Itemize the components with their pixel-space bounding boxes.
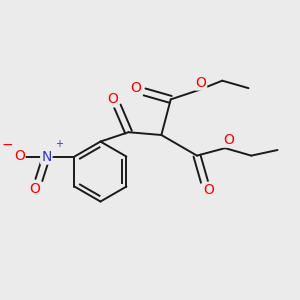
- Text: O: O: [30, 182, 40, 197]
- Text: N: N: [41, 150, 52, 164]
- Text: O: O: [203, 183, 214, 197]
- Text: +: +: [55, 140, 63, 149]
- Text: O: O: [224, 133, 234, 147]
- Text: O: O: [107, 92, 118, 106]
- Text: −: −: [1, 137, 13, 152]
- Text: O: O: [130, 81, 142, 95]
- Text: O: O: [14, 148, 25, 163]
- Text: O: O: [195, 76, 206, 89]
